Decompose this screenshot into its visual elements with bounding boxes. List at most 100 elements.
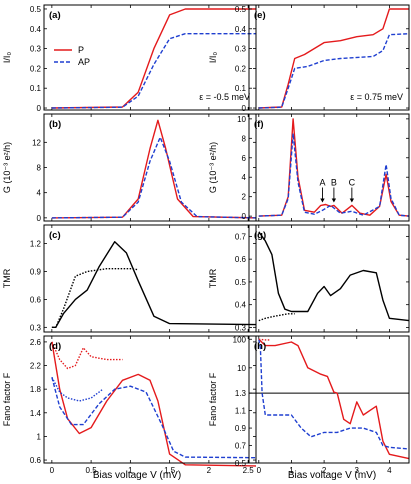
y-axis-label: G (10⁻³ e²/h): [2, 142, 12, 193]
y-tick-label: 4: [242, 173, 247, 182]
x-tick-label: 2.5: [243, 466, 255, 475]
plot-panels: I/I₀ 0 0.1 0.2 0.3 0.4 0.5 (a) P AP ε = -0.5 meV G …: [2, 4, 410, 475]
y-tick-label: 0.4: [235, 301, 247, 310]
y-tick-label: 2.6: [30, 338, 42, 347]
x-tick-label: 2: [207, 466, 212, 475]
plot-frame: [43, 224, 257, 333]
epsilon-annotation: ε = -0.5 meV: [199, 92, 250, 102]
y-tick-label: 0: [37, 104, 42, 113]
y-axis-label: I/I₀: [208, 52, 218, 64]
y-axis-label: TMR: [2, 268, 12, 288]
panel-label: (h): [254, 341, 266, 352]
y-tick-label: 0.7: [235, 442, 247, 451]
y-axis-label: I/I₀: [2, 52, 12, 64]
y-tick-label: 0.2: [30, 64, 42, 73]
y-tick-label: 10: [237, 115, 246, 124]
y-tick-label: 0.6: [235, 255, 247, 264]
y-tick-label: 12: [32, 138, 41, 147]
y-tick-label: 8: [242, 134, 247, 143]
y-tick-label: 0: [242, 212, 247, 221]
panel-label: (d): [49, 341, 61, 352]
series-line: [258, 338, 271, 341]
y-axis-label: G (10⁻³ e²/h): [208, 142, 218, 193]
y-tick-label: 0.2: [235, 64, 247, 73]
series-line: [258, 118, 410, 217]
y-tick-label: 0.5: [30, 5, 42, 14]
series-line: [336, 392, 410, 460]
y-tick-label: 10: [237, 364, 246, 373]
panel-b: G (10⁻³ e²/h) 0 4 8 12 (b): [2, 113, 257, 223]
y-tick-label: 1: [37, 432, 42, 441]
panel-h: Fano factor F 0 1 2 3 4 1.3 10 100 0.5 0.7 0.9 1.1 (h…: [208, 335, 410, 475]
panel-label: (f): [254, 119, 264, 130]
plot-frame: [248, 224, 410, 333]
x-tick-label: 3: [355, 466, 360, 475]
annotation-arrowhead: [320, 198, 325, 203]
x-tick-label: 1.5: [164, 466, 176, 475]
series-line: [51, 241, 257, 328]
y-tick-label: 0.6: [30, 295, 42, 304]
series-line: [258, 8, 409, 109]
series-line: [258, 313, 295, 322]
series-line: [51, 341, 123, 370]
y-tick-label: 0.3: [235, 323, 247, 332]
y-axis-label: TMR: [208, 268, 218, 288]
y-tick-label: 0.3: [235, 45, 247, 54]
y-tick-label: 0.9: [30, 268, 42, 277]
y-axis-label: Fano factor F: [208, 372, 218, 426]
series-line: [51, 268, 139, 328]
x-tick-label: 0: [257, 466, 262, 475]
legend-label: AP: [78, 57, 90, 67]
y-tick-label: 0.1: [235, 84, 247, 93]
x-tick-label: 2: [322, 466, 327, 475]
y-tick-label: 8: [37, 164, 42, 173]
y-tick-label: 1.8: [30, 385, 42, 394]
plot-frame: [43, 4, 257, 111]
epsilon-annotation: ε = 0.75 meV: [350, 92, 403, 102]
y-tick-label: 4: [37, 189, 42, 198]
series-line: [51, 341, 257, 467]
panel-g: TMR 0.3 0.4 0.5 0.6 0.7 (g): [208, 224, 410, 333]
series-line: [51, 136, 257, 219]
y-tick-label: 1.3: [235, 389, 247, 398]
panel-c: TMR 0.3 0.6 0.9 1.2 (c): [2, 224, 257, 333]
series-line: [51, 377, 257, 459]
x-tick-label: 0.5: [86, 466, 98, 475]
y-tick-label: 1.1: [235, 407, 247, 416]
y-tick-label: 0.6: [30, 456, 42, 465]
y-tick-label: 0.3: [30, 45, 42, 54]
y-tick-label: 0.4: [235, 25, 247, 34]
annotation-arrowhead: [331, 198, 337, 203]
annotation-label-a: A: [319, 177, 325, 187]
x-tick-label: 4: [387, 466, 392, 475]
panel-label: (b): [49, 119, 61, 130]
x-axis-title-left: Bias voltage V (mV): [93, 470, 181, 481]
y-tick-label: 0.9: [235, 424, 247, 433]
panel-a: I/I₀ 0 0.1 0.2 0.3 0.4 0.5 (a) P AP ε = -0.5 meV: [2, 4, 257, 113]
series-line: [261, 392, 410, 450]
series-line: [258, 231, 410, 322]
y-tick-label: 100: [233, 335, 247, 344]
y-tick-label: 0: [242, 104, 247, 113]
panel-label: (g): [254, 230, 266, 241]
x-axis-title-right: Bias voltage V (mV): [288, 470, 376, 481]
plot-frame: [248, 113, 410, 222]
series-line: [258, 132, 410, 217]
legend-label: P: [78, 45, 84, 55]
y-tick-label: 0: [37, 214, 42, 223]
panel-label: (e): [254, 10, 266, 21]
plot-frame: [43, 335, 257, 464]
y-tick-label: 2: [242, 193, 247, 202]
y-tick-label: 2.2: [30, 362, 42, 371]
y-tick-label: 0.5: [235, 459, 247, 468]
panel-d: Fano factor F 0 0.5 1 1.5 2 2.5 0.6 1 1.4 1.8 2.2 2.…: [2, 335, 257, 475]
panel-e: I/I₀ 0 0.1 0.2 0.3 0.4 0.5 (e) ε = 0.75 meV: [208, 4, 410, 113]
plot-frame: [248, 335, 410, 464]
series-line: [258, 338, 338, 394]
panel-label: (c): [49, 230, 61, 241]
y-tick-label: 1.4: [30, 409, 42, 418]
panel-label: (a): [49, 10, 61, 21]
panel-f: G (10⁻³ e²/h) 0 2 4 6 8 10 (f) A B C: [208, 113, 410, 222]
annotation-label-b: B: [331, 177, 337, 187]
